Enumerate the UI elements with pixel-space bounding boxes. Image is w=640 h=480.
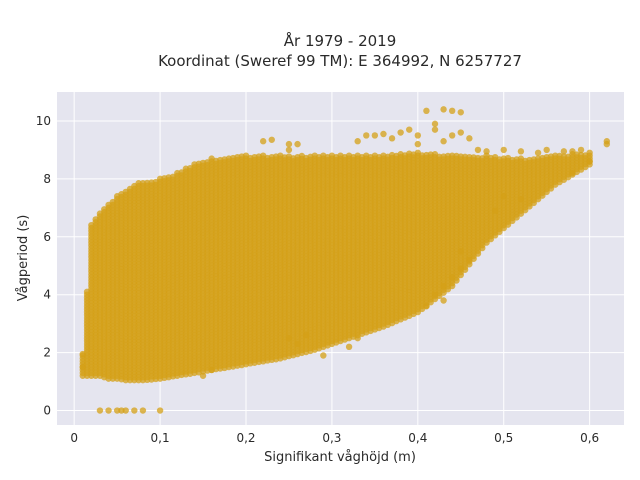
- chart-title-line-1: År 1979 - 2019: [284, 31, 397, 50]
- chart-title-line-2: Koordinat (Sweref 99 TM): E 364992, N 62…: [158, 52, 522, 70]
- scatter-points: [79, 106, 611, 414]
